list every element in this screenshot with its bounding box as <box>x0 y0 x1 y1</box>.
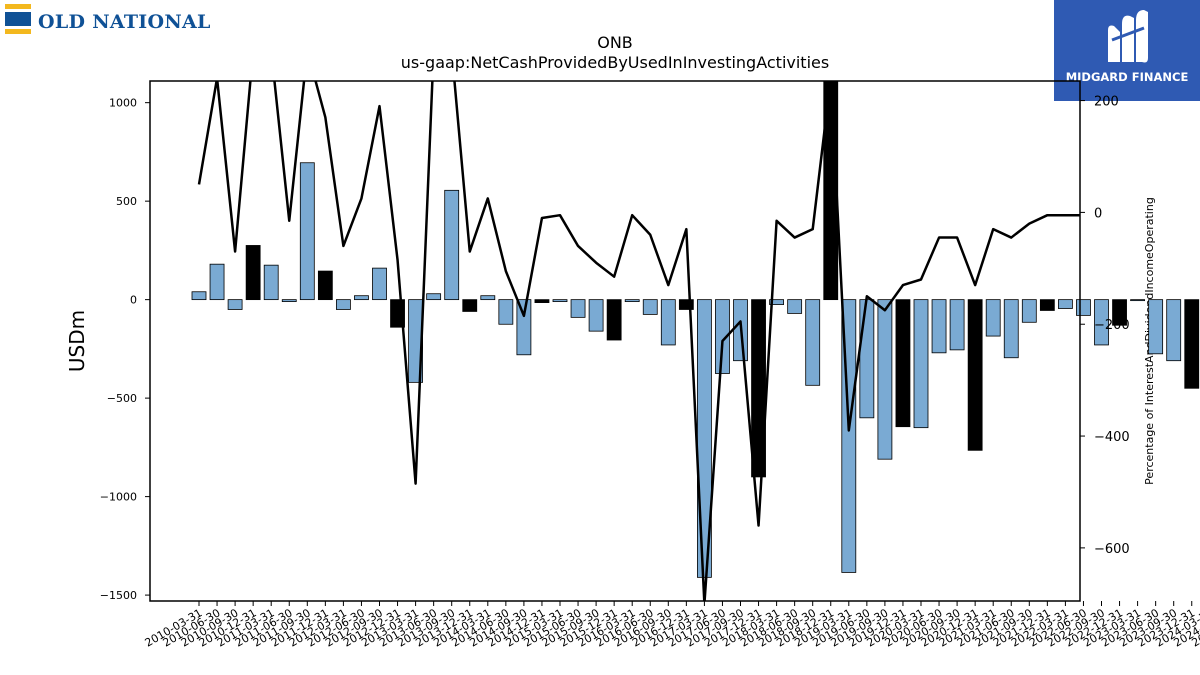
bar-2020-09-30 <box>949 299 965 351</box>
bar-2018-06-30 <box>787 299 803 314</box>
bar-2021-12-31 <box>1039 299 1055 311</box>
bar-2018-03-31 <box>769 299 784 305</box>
bar-2013-06-30 <box>426 293 442 301</box>
bar-2012-06-30 <box>354 295 369 301</box>
y-tick-label: −1500 <box>100 589 137 602</box>
bar-2015-12-31 <box>606 299 622 341</box>
bar-2022-12-31 <box>1112 299 1127 326</box>
chart-subtitle: us-gaap:NetCashProvidedByUsedInInvesting… <box>401 53 829 72</box>
bar-2014-03-31 <box>480 295 496 301</box>
bar-2016-03-31 <box>624 299 640 303</box>
y2-tick-label: −600 <box>1094 542 1130 557</box>
y-tick-label: 0 <box>130 294 137 307</box>
axes: −1500−1000−50005001000−600−400−200020020… <box>100 95 1200 650</box>
bar-2023-06-30 <box>1148 299 1164 355</box>
midgard-finance-logo: MIDGARD FINANCE <box>1054 0 1200 101</box>
y-tick-label: 1000 <box>109 97 137 110</box>
old-national-emblem-icon <box>5 4 31 34</box>
bar-2014-06-30 <box>498 299 514 325</box>
old-national-logo: OLD NATIONAL <box>5 4 225 38</box>
bar-2010-06-30 <box>209 263 225 301</box>
bar-2011-03-31 <box>263 264 279 301</box>
bar-2021-06-30 <box>1003 299 1019 359</box>
bar-2016-06-30 <box>642 299 658 315</box>
bar-2015-06-30 <box>570 299 586 318</box>
bar-2010-09-30 <box>227 299 243 310</box>
bar-2019-06-30 <box>859 299 875 419</box>
y-tick-label: 500 <box>116 195 137 208</box>
y-tick-label: −1000 <box>100 491 137 504</box>
y2-tick-label: 0 <box>1094 206 1102 221</box>
y-tick-label: −500 <box>107 392 137 405</box>
bar-2019-12-31 <box>895 299 911 428</box>
bar-2014-09-30 <box>516 299 532 356</box>
bar-2015-03-31 <box>552 299 568 303</box>
bar-2012-09-30 <box>372 267 387 301</box>
bar-2011-12-31 <box>317 270 333 301</box>
bar-2020-06-30 <box>931 299 947 354</box>
bar-2015-09-30 <box>588 299 604 332</box>
bar-2014-12-31 <box>534 299 550 303</box>
ratio-line-series <box>197 81 1080 601</box>
bar-2021-09-30 <box>1021 299 1037 323</box>
bar-2011-06-30 <box>281 299 297 303</box>
bar-2023-12-31 <box>1184 299 1200 389</box>
y2-tick-label: −400 <box>1094 430 1130 445</box>
old-national-logo-text: OLD NATIONAL <box>38 11 211 33</box>
bar-2019-09-30 <box>877 299 893 460</box>
y2-tick-label: −200 <box>1094 318 1130 333</box>
bar-2016-09-30 <box>660 299 676 346</box>
chart-title: ONB <box>597 33 633 52</box>
bar-2013-09-30 <box>444 189 460 301</box>
bars <box>191 80 1200 578</box>
bar-2010-12-31 <box>245 245 261 301</box>
y-axis-label: USDm <box>65 310 89 372</box>
midgard-finance-logo-text: MIDGARD FINANCE <box>1065 70 1189 84</box>
bar-2018-09-30 <box>805 299 821 386</box>
plot-frame <box>149 80 1081 602</box>
bar-2016-12-31 <box>678 299 694 310</box>
bar-2022-06-30 <box>1076 299 1091 316</box>
bar-2020-03-31 <box>913 299 929 429</box>
bar-2013-12-31 <box>462 299 478 312</box>
bar-2012-03-31 <box>335 299 351 310</box>
bar-2023-03-31 <box>1130 299 1145 302</box>
bar-2022-09-30 <box>1094 299 1109 346</box>
bar-2021-03-31 <box>985 299 1001 337</box>
bar-2017-06-30 <box>715 299 730 374</box>
bar-2020-12-31 <box>967 299 983 451</box>
bar-2010-03-31 <box>191 291 207 301</box>
midgard-emblem-icon <box>1108 10 1148 63</box>
y2-tick-label: 200 <box>1094 95 1119 110</box>
bar-2023-09-30 <box>1166 299 1182 362</box>
bar-2011-09-30 <box>299 162 315 301</box>
bar-2022-03-31 <box>1058 299 1073 309</box>
ratio-line <box>197 81 1080 601</box>
